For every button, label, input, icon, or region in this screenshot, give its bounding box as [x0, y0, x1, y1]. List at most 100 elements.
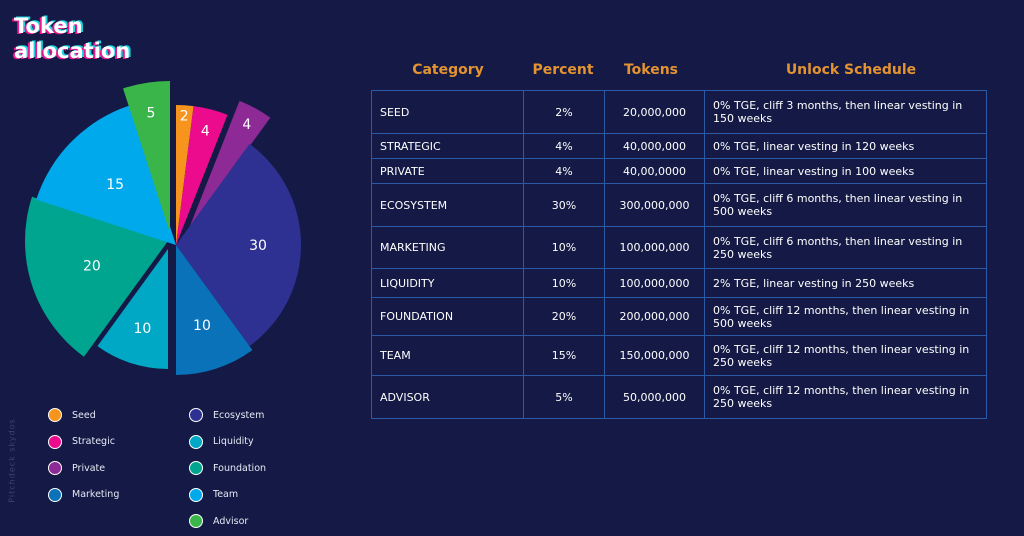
cell-percent: 10% — [523, 268, 605, 298]
cell-tokens: 40,00,0000 — [604, 158, 705, 184]
legend-item-private: Private — [48, 455, 119, 482]
cell-category: ECOSYSTEM — [371, 183, 524, 227]
legend-label: Private — [72, 462, 106, 474]
legend-item-ecosystem: Ecosystem — [189, 402, 266, 429]
legend-right: Ecosystem Liquidity Foundation Team Advisor — [189, 402, 266, 535]
cell-category: LIQUIDITY — [371, 268, 524, 298]
cell-schedule: 0% TGE, cliff 12 months, then linear ves… — [704, 375, 987, 419]
pie-slice-advisor — [123, 81, 170, 233]
cell-tokens: 50,000,000 — [604, 375, 705, 419]
cell-tokens: 300,000,000 — [604, 183, 705, 227]
legend-item-marketing: Marketing — [48, 482, 119, 509]
legend-item-liquidity: Liquidity — [189, 429, 266, 456]
pie-label-advisor: 5 — [146, 106, 155, 122]
legend-swatch — [189, 514, 203, 529]
legend-item-advisor: Advisor — [189, 508, 266, 535]
table-row: MARKETING 10% 100,000,000 0% TGE, cliff … — [371, 226, 987, 269]
legend-item-team: Team — [189, 482, 266, 509]
legend-label: Seed — [72, 409, 96, 421]
cell-tokens: 200,000,000 — [604, 297, 705, 336]
legend-swatch — [189, 408, 203, 423]
table-row: TEAM 15% 150,000,000 0% TGE, cliff 12 mo… — [371, 335, 987, 376]
table-row: ADVISOR 5% 50,000,000 0% TGE, cliff 12 m… — [371, 375, 987, 419]
header-category: Category — [412, 62, 484, 78]
legend-swatch — [48, 434, 62, 449]
table-row: FOUNDATION 20% 200,000,000 0% TGE, cliff… — [371, 297, 987, 336]
header-percent: Percent — [532, 62, 594, 78]
legend-swatch — [189, 434, 203, 449]
cell-schedule: 0% TGE, cliff 3 months, then linear vest… — [704, 90, 987, 134]
legend-label: Foundation — [213, 462, 267, 474]
cell-percent: 20% — [523, 297, 605, 336]
legend-label: Team — [213, 489, 239, 501]
allocation-table: SEED 2% 20,000,000 0% TGE, cliff 3 month… — [371, 90, 987, 419]
cell-tokens: 150,000,000 — [604, 335, 705, 376]
page-title: Token allocation — [14, 14, 131, 63]
watermark: Pitchdeck skydos — [7, 418, 17, 503]
cell-tokens: 40,000,000 — [604, 133, 705, 159]
legend-label: Liquidity — [213, 436, 254, 448]
cell-percent: 2% — [523, 90, 605, 134]
legend-swatch — [189, 461, 203, 476]
cell-schedule: 0% TGE, linear vesting in 100 weeks — [704, 158, 987, 184]
legend-item-foundation: Foundation — [189, 455, 266, 482]
cell-category: SEED — [371, 90, 524, 134]
cell-category: MARKETING — [371, 226, 524, 269]
pie-label-team: 15 — [106, 177, 124, 193]
pie-label-liquidity: 10 — [133, 321, 151, 337]
cell-schedule: 0% TGE, cliff 12 months, then linear ves… — [704, 297, 987, 336]
table-row: LIQUIDITY 10% 100,000,000 2% TGE, linear… — [371, 268, 987, 298]
cell-schedule: 0% TGE, cliff 6 months, then linear vest… — [704, 183, 987, 227]
legend-swatch — [48, 487, 62, 502]
cell-percent: 30% — [523, 183, 605, 227]
pie-slice-ecosystem — [176, 143, 301, 347]
legend-label: Marketing — [72, 489, 120, 501]
table-headers: Category Percent Tokens Unlock Schedule — [371, 62, 987, 82]
legend-swatch — [189, 487, 203, 502]
cell-schedule: 0% TGE, linear vesting in 120 weeks — [704, 133, 987, 159]
table-row: SEED 2% 20,000,000 0% TGE, cliff 3 month… — [371, 90, 987, 134]
legend-swatch — [48, 408, 62, 423]
cell-schedule: 0% TGE, cliff 12 months, then linear ves… — [704, 335, 987, 376]
cell-percent: 10% — [523, 226, 605, 269]
legend-label: Advisor — [213, 515, 249, 527]
table-row: ECOSYSTEM 30% 300,000,000 0% TGE, cliff … — [371, 183, 987, 227]
cell-schedule: 2% TGE, linear vesting in 250 weeks — [704, 268, 987, 298]
table-row: STRATEGIC 4% 40,000,000 0% TGE, linear v… — [371, 133, 987, 159]
pie-label-foundation: 20 — [83, 259, 101, 275]
cell-category: FOUNDATION — [371, 297, 524, 336]
pie-label-seed: 2 — [180, 108, 189, 124]
cell-category: TEAM — [371, 335, 524, 376]
cell-schedule: 0% TGE, cliff 6 months, then linear vest… — [704, 226, 987, 269]
cell-category: PRIVATE — [371, 158, 524, 184]
table-row: PRIVATE 4% 40,00,0000 0% TGE, linear ves… — [371, 158, 987, 184]
cell-category: STRATEGIC — [371, 133, 524, 159]
pie-slice-foundation — [25, 196, 169, 357]
header-unlock-schedule: Unlock Schedule — [785, 62, 917, 78]
legend-label: Strategic — [72, 436, 115, 448]
legend-left: Seed Strategic Private Marketing — [48, 402, 119, 508]
cell-tokens: 100,000,000 — [604, 226, 705, 269]
pie-slice-seed — [176, 105, 194, 245]
pie-label-private: 4 — [242, 117, 251, 133]
legend-label: Ecosystem — [213, 409, 265, 421]
cell-percent: 5% — [523, 375, 605, 419]
pie-slice-liquidity — [97, 249, 168, 369]
pie-slice-strategic — [176, 106, 228, 245]
legend-item-seed: Seed — [48, 402, 119, 429]
legend-swatch — [48, 461, 62, 476]
pie-label-strategic: 4 — [201, 124, 210, 140]
cell-tokens: 100,000,000 — [604, 268, 705, 298]
cell-percent: 15% — [523, 335, 605, 376]
cell-category: ADVISOR — [371, 375, 524, 419]
header-tokens: Tokens — [623, 62, 679, 78]
pie-label-marketing: 10 — [193, 318, 211, 334]
pie-slice-marketing — [176, 245, 253, 375]
cell-percent: 4% — [523, 133, 605, 159]
pie-label-ecosystem: 30 — [249, 238, 267, 254]
legend-item-strategic: Strategic — [48, 429, 119, 456]
pie-slice-private — [188, 100, 271, 231]
cell-percent: 4% — [523, 158, 605, 184]
cell-tokens: 20,000,000 — [604, 90, 705, 134]
